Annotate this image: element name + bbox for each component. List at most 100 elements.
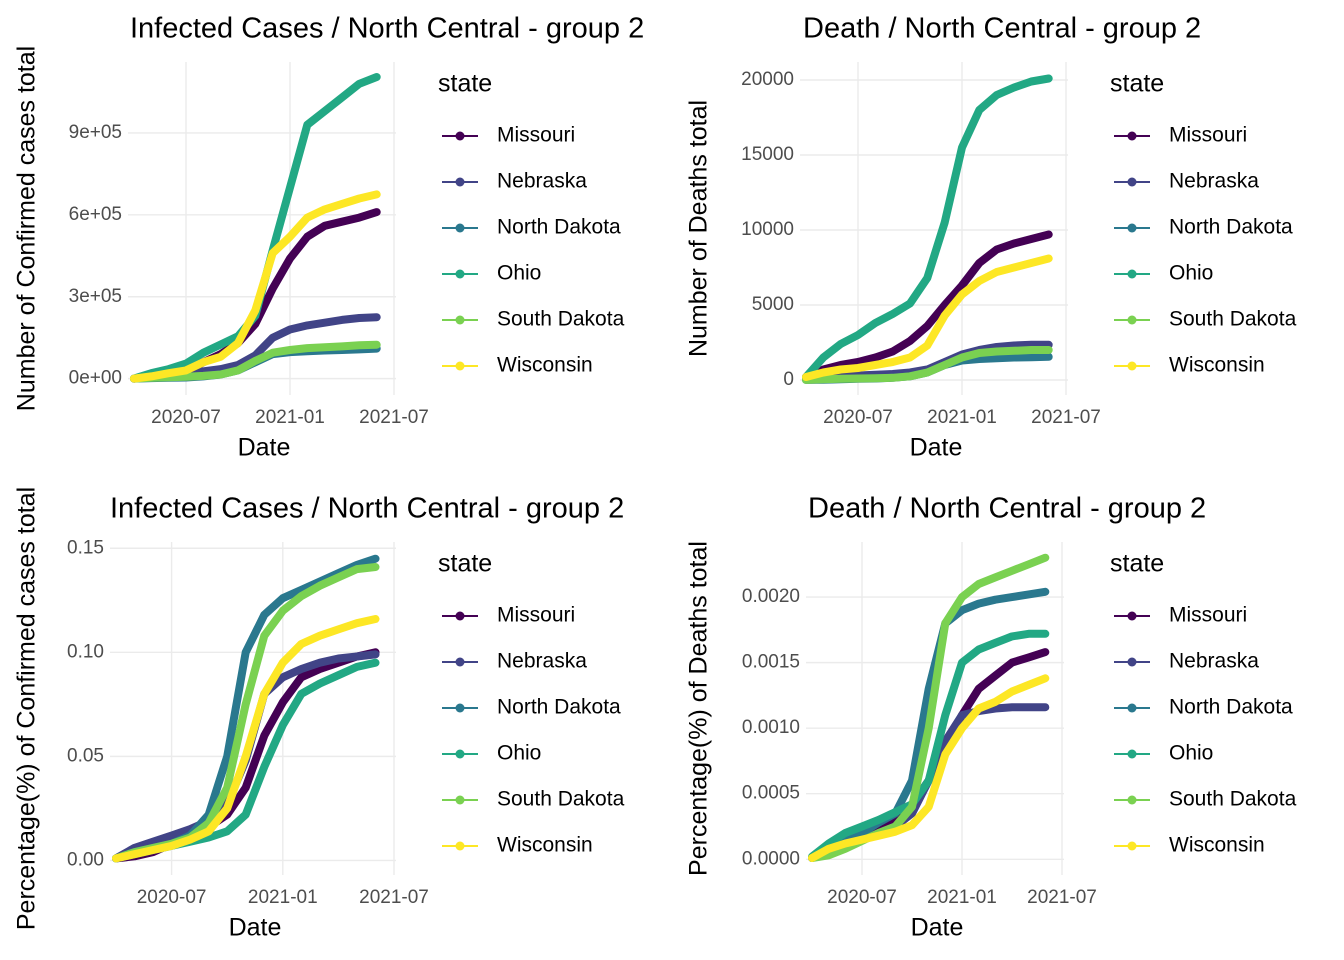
legend-label: Missouri <box>1169 604 1247 627</box>
legend-dot <box>455 841 465 851</box>
panel: 0.0000 0.0005 0.0010 0.0015 0.0020 2020-07 202… <box>685 493 1297 942</box>
legend-label: North Dakota <box>1169 216 1293 239</box>
panel: 0.00 0.05 0.10 0.15 2020-07 2021-01 2021-07 Inf… <box>13 487 625 942</box>
x-tick-label: 2021-01 <box>255 407 325 428</box>
y-tick-label: 10000 <box>741 219 794 240</box>
legend-dot <box>1127 841 1137 851</box>
panel: 0 5000 10000 15000 20000 2020-07 2021-01 2021-0… <box>685 13 1297 462</box>
legend-label: Nebraska <box>497 170 587 193</box>
y-axis-label: Percentage(%) of Deaths total <box>685 541 713 876</box>
legend-dot <box>455 657 465 667</box>
legend-dot <box>1127 269 1137 279</box>
y-tick-label: 0.0020 <box>742 586 800 607</box>
x-tick-label: 2021-07 <box>359 407 429 428</box>
x-axis-label: Date <box>910 434 963 462</box>
chart-title: Death / North Central - group 2 <box>803 13 1201 45</box>
y-axis-label: Number of Confirmed cases total <box>13 46 41 411</box>
chart-title: Death / North Central - group 2 <box>808 493 1206 525</box>
legend-label: North Dakota <box>497 216 621 239</box>
y-tick-label: 0.0015 <box>742 652 800 673</box>
legend-dot <box>1127 657 1137 667</box>
legend-label: North Dakota <box>497 696 621 719</box>
legend-label: South Dakota <box>497 308 625 331</box>
legend-dot <box>1127 223 1137 233</box>
chart-title: Infected Cases / North Central - group 2 <box>110 493 624 525</box>
x-tick-label: 2020-07 <box>827 887 897 908</box>
legend-title: state <box>1110 70 1164 98</box>
series-line <box>130 73 381 383</box>
legend-dot <box>1127 361 1137 371</box>
legend-dot <box>1127 795 1137 805</box>
series-line <box>802 254 1053 381</box>
y-tick-label: 20000 <box>741 69 794 90</box>
y-tick-label: 0.00 <box>67 849 104 870</box>
series-line <box>130 340 381 383</box>
legend-dot <box>1127 315 1137 325</box>
legend-label: South Dakota <box>1169 788 1297 811</box>
legend-dot <box>455 131 465 141</box>
chart-title: Infected Cases / North Central - group 2 <box>130 13 644 45</box>
legend-dot <box>455 611 465 621</box>
legend-dot <box>455 177 465 187</box>
x-tick-label: 2021-01 <box>927 887 997 908</box>
legend-dot <box>455 361 465 371</box>
x-tick-label: 2021-07 <box>359 887 429 908</box>
x-tick-label: 2020-07 <box>823 407 893 428</box>
legend-label: North Dakota <box>1169 696 1293 719</box>
series-line <box>808 674 1050 862</box>
x-tick-label: 2020-07 <box>137 887 207 908</box>
y-tick-label: 0.0010 <box>742 717 800 738</box>
legend-label: Missouri <box>497 124 575 147</box>
x-axis-label: Date <box>238 434 291 462</box>
legend-dot <box>1127 177 1137 187</box>
legend-label: Nebraska <box>497 650 587 673</box>
y-tick-label: 0.0005 <box>742 783 800 804</box>
x-tick-label: 2021-01 <box>927 407 997 428</box>
legend-dot <box>455 749 465 759</box>
legend-dot <box>455 315 465 325</box>
legend-label: South Dakota <box>497 788 625 811</box>
legend-title: state <box>438 70 492 98</box>
y-tick-label: 9e+05 <box>69 122 122 143</box>
y-tick-label: 6e+05 <box>69 204 122 225</box>
x-axis-label: Date <box>229 914 282 942</box>
legend-title: state <box>438 550 492 578</box>
y-tick-label: 0.15 <box>67 537 104 558</box>
legend-label: Missouri <box>1169 124 1247 147</box>
legend-label: Nebraska <box>1169 170 1259 193</box>
legend-label: Ohio <box>497 262 541 285</box>
legend-dot <box>455 223 465 233</box>
legend-label: Missouri <box>497 604 575 627</box>
series-line <box>130 190 381 383</box>
legend-label: Ohio <box>497 742 541 765</box>
legend-dot <box>1127 611 1137 621</box>
series-line <box>802 346 1053 384</box>
legend-label: Ohio <box>1169 742 1213 765</box>
legend-dot <box>455 703 465 713</box>
legend-dot <box>1127 131 1137 141</box>
x-tick-label: 2021-01 <box>248 887 318 908</box>
y-tick-label: 3e+05 <box>69 286 122 307</box>
y-tick-label: 0.05 <box>67 745 104 766</box>
legend-title: state <box>1110 550 1164 578</box>
legend-dot <box>455 795 465 805</box>
legend-dot <box>1127 703 1137 713</box>
series-line <box>112 615 380 863</box>
legend-label: Wisconsin <box>1169 354 1265 377</box>
series-line <box>808 629 1050 861</box>
y-axis-label: Percentage(%) of Confirmed cases total <box>13 487 41 930</box>
series-line <box>808 587 1050 862</box>
y-tick-label: 0 <box>783 369 794 390</box>
legend-label: Wisconsin <box>497 834 593 857</box>
legend-label: South Dakota <box>1169 308 1297 331</box>
legend-label: Nebraska <box>1169 650 1259 673</box>
legend-label: Wisconsin <box>1169 834 1265 857</box>
x-tick-label: 2020-07 <box>151 407 221 428</box>
x-axis-label: Date <box>911 914 964 942</box>
legend-dot <box>455 269 465 279</box>
legend-label: Ohio <box>1169 262 1213 285</box>
x-tick-label: 2021-07 <box>1031 407 1101 428</box>
y-tick-label: 0.10 <box>67 641 104 662</box>
legend-dot <box>1127 749 1137 759</box>
